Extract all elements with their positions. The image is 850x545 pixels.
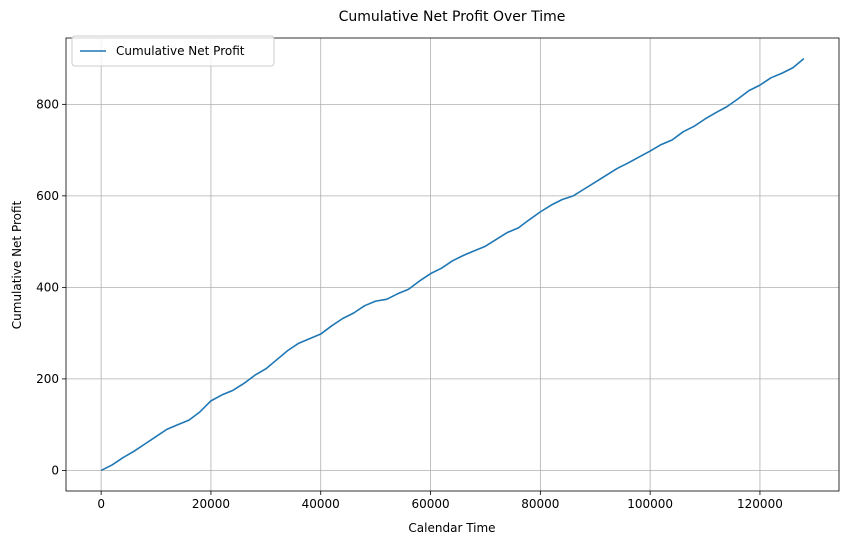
legend: Cumulative Net Profit: [71, 35, 275, 67]
plot-area: [100, 57, 805, 472]
grid: [66, 38, 839, 491]
x-tick-label: 20000: [192, 497, 230, 511]
y-tick-label: 800: [36, 97, 59, 111]
series-line-cumulative-net-profit: [100, 57, 805, 472]
y-tick-label: 200: [36, 372, 59, 386]
x-tick-label: 60000: [411, 497, 449, 511]
axes-frame: [65, 37, 840, 492]
x-axis: 0 20000 40000 60000 80000 100000 120000: [97, 491, 783, 511]
x-tick-label: 100000: [627, 497, 673, 511]
y-tick-label: 0: [51, 463, 59, 477]
legend-label: Cumulative Net Profit: [116, 44, 245, 58]
chart-title: Cumulative Net Profit Over Time: [339, 9, 566, 25]
y-tick-label: 400: [36, 280, 59, 294]
x-axis-label: Calendar Time: [408, 521, 495, 535]
x-tick-label: 0: [97, 497, 105, 511]
legend-box: [71, 35, 275, 67]
x-tick-label: 40000: [302, 497, 340, 511]
y-axis: 0 200 400 600 800: [36, 97, 66, 477]
x-tick-label: 120000: [737, 497, 783, 511]
y-tick-label: 600: [36, 189, 59, 203]
y-axis-label: Cumulative Net Profit: [10, 200, 24, 329]
x-tick-label: 80000: [521, 497, 559, 511]
